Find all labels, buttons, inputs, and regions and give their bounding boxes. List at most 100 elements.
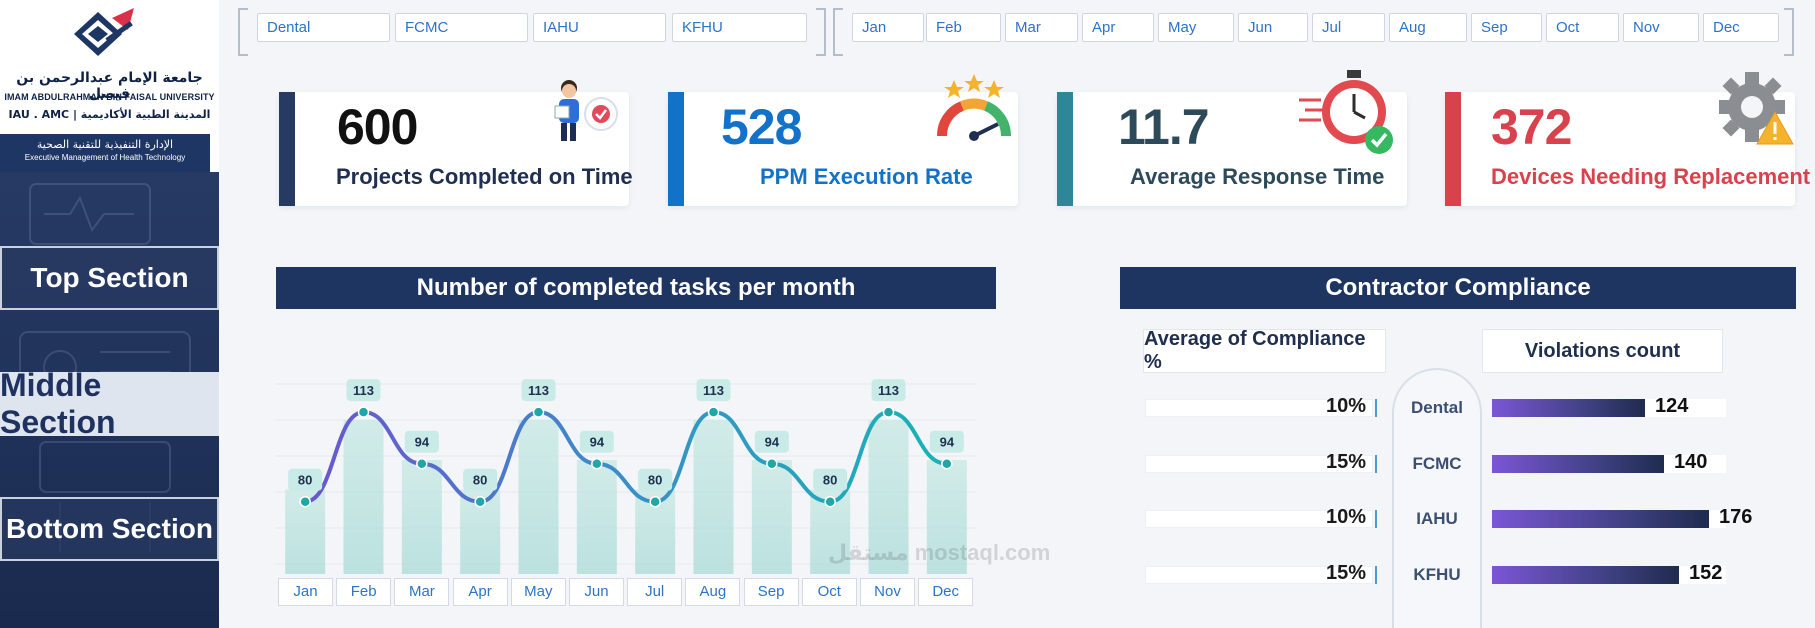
site-label: IAHU <box>1416 509 1458 528</box>
slicer-month-aug[interactable]: Aug <box>1389 13 1467 42</box>
violations-value: 152 <box>1689 562 1723 584</box>
month-slicer-bracket-right <box>1784 8 1794 56</box>
data-label-feb: 113 <box>353 383 374 398</box>
data-label-dec: 94 <box>940 435 955 450</box>
point-may <box>532 406 545 418</box>
compliance-value: 10% <box>1325 506 1366 528</box>
nav-top-section-button[interactable]: Top Section <box>0 246 219 310</box>
chart-month-tab-sep[interactable]: Sep <box>743 578 799 606</box>
kpi-ppm-value: 528 <box>721 99 802 155</box>
data-label-box <box>579 430 614 453</box>
compliance-track <box>1145 399 1373 417</box>
site-label-column <box>1392 368 1482 628</box>
data-label-box <box>871 379 906 402</box>
person-timer-icon <box>554 80 618 141</box>
chart-month-tab-feb[interactable]: Feb <box>336 578 392 606</box>
data-label-box <box>288 468 323 491</box>
slicer-month-mar[interactable]: Mar <box>1005 13 1078 42</box>
data-label-box <box>929 430 964 453</box>
kpi-ppm-label: PPM Execution Rate <box>760 164 973 189</box>
violations-bar <box>1492 455 1664 473</box>
bar-aug <box>693 419 734 574</box>
point-jan <box>299 495 311 508</box>
bar-jun <box>576 460 617 574</box>
slicer-month-may[interactable]: May <box>1158 13 1234 42</box>
compliance-value: 15% <box>1325 451 1366 473</box>
slicer-site-fcmc[interactable]: FCMC <box>395 13 528 42</box>
point-jun <box>591 457 603 470</box>
kpi-devices-label: Devices Needing Replacement <box>1491 164 1811 189</box>
data-label-box <box>813 468 848 491</box>
data-label-box <box>463 468 498 491</box>
nav-middle-section-button[interactable]: Middle Section <box>0 367 219 440</box>
bar-nov <box>868 419 909 574</box>
kpi-card-projects: 600 Projects Completed on Time <box>279 80 633 206</box>
site-label: Dental <box>1411 398 1463 417</box>
chart-month-tab-jan[interactable]: Jan <box>278 578 333 606</box>
slicer-month-dec[interactable]: Dec <box>1703 13 1779 42</box>
compliance-marker <box>1375 566 1377 584</box>
chart-month-tab-mar[interactable]: Mar <box>394 578 450 606</box>
slicer-month-feb[interactable]: Feb <box>926 13 1001 42</box>
compliance-track <box>1145 566 1373 584</box>
chart-month-tab-nov[interactable]: Nov <box>860 578 915 606</box>
kpi-card-ppm: 528 PPM Execution Rate <box>668 74 1018 206</box>
series-line <box>304 410 948 504</box>
tasks-panel-title: Number of completed tasks per month <box>276 267 996 309</box>
slicer-month-jun[interactable]: Jun <box>1238 13 1308 42</box>
violations-bar <box>1492 510 1709 528</box>
site-label: KFHU <box>1413 565 1461 584</box>
slicer-site-dental[interactable]: Dental <box>257 13 390 42</box>
data-label-box <box>696 379 731 402</box>
sidebar: جامعة الإمام عبدالرحمن بن فيصل IMAM ABDU… <box>0 0 219 628</box>
point-oct <box>824 495 836 508</box>
chart-month-tab-may[interactable]: May <box>510 578 566 606</box>
point-dec <box>941 457 953 470</box>
slicer-month-nov[interactable]: Nov <box>1623 13 1699 42</box>
bar-mar <box>401 460 442 574</box>
data-label-oct: 80 <box>823 473 837 488</box>
slicer-month-oct[interactable]: Oct <box>1546 13 1619 42</box>
data-label-jun: 94 <box>590 435 605 450</box>
chart-month-tab-jun[interactable]: Jun <box>569 578 624 606</box>
data-label-box <box>404 430 439 453</box>
nav-bottom-section-button[interactable]: Bottom Section <box>0 497 219 561</box>
chart-month-tab-dec[interactable]: Dec <box>918 578 974 606</box>
site-label: FCMC <box>1412 454 1462 473</box>
compliance-track <box>1145 455 1373 473</box>
gear-warning-icon <box>1719 72 1794 145</box>
data-label-box <box>346 379 381 402</box>
kpi-devices-value: 372 <box>1491 99 1572 155</box>
chart-month-tab-jul[interactable]: Jul <box>627 578 683 606</box>
avg-compliance-header: Average of Compliance % <box>1143 328 1386 373</box>
logo-subtitle: IAU . AMC | المدينة الطبية الأكاديمية <box>8 108 211 121</box>
bar-sep <box>751 460 792 574</box>
point-mar <box>416 457 428 470</box>
logo-band-arabic: الإدارة التنفيذية للتقنية الصحية <box>36 138 174 151</box>
data-label-mar: 94 <box>415 435 430 450</box>
violations-header: Violations count <box>1482 329 1723 373</box>
data-label-apr: 80 <box>473 473 487 488</box>
compliance-track <box>1145 510 1373 528</box>
site-slicer-bracket-right <box>816 8 826 56</box>
slicer-site-kfhu[interactable]: KFHU <box>672 13 807 42</box>
data-label-may: 113 <box>528 383 549 398</box>
slicer-month-apr[interactable]: Apr <box>1082 13 1154 42</box>
violations-value: 176 <box>1719 506 1753 528</box>
point-feb <box>357 406 370 418</box>
slicer-month-jul[interactable]: Jul <box>1312 13 1385 42</box>
chart-month-tab-apr[interactable]: Apr <box>452 578 508 606</box>
data-label-jan: 80 <box>298 473 312 488</box>
chart-month-tab-oct[interactable]: Oct <box>801 578 857 606</box>
slicer-month-jan[interactable]: Jan <box>852 13 924 42</box>
gauge-rating-icon <box>936 74 1012 141</box>
chart-month-tab-aug[interactable]: Aug <box>685 578 741 606</box>
university-logo: جامعة الإمام عبدالرحمن بن فيصل IMAM ABDU… <box>0 0 219 172</box>
point-nov <box>882 406 895 418</box>
month-slicer-bracket-left <box>833 8 843 56</box>
watermark: مستقل mostaql.com <box>828 540 1051 565</box>
kpi-accent-bar <box>1445 92 1461 206</box>
slicer-site-iahu[interactable]: IAHU <box>533 13 666 42</box>
slicer-month-sep[interactable]: Sep <box>1471 13 1542 42</box>
logo-english-name: IMAM ABDULRAHMAN BIN FAISAL UNIVERSITY <box>4 92 215 102</box>
